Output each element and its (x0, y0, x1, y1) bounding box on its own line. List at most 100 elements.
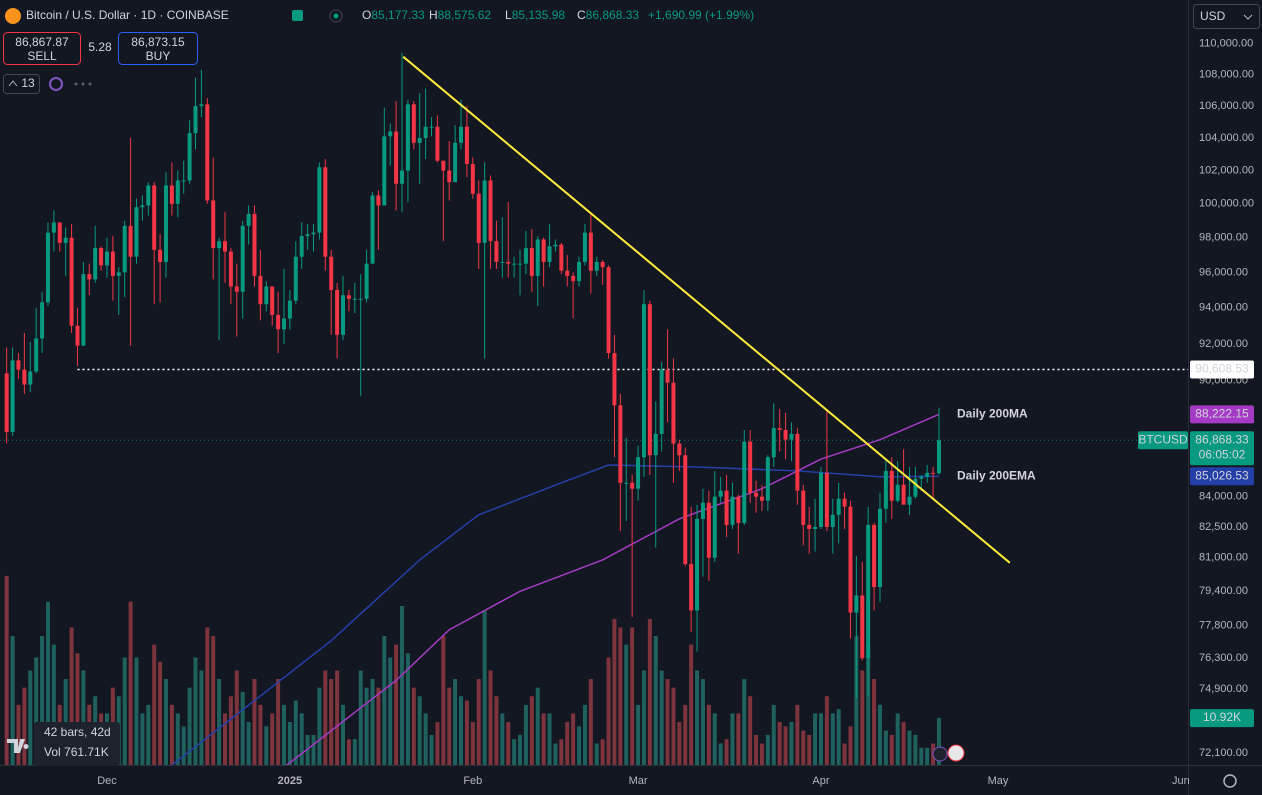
candle-body (801, 490, 806, 525)
ohlc-key: L (505, 8, 512, 22)
volume-bar (4, 575, 9, 765)
candle-body (128, 225, 133, 257)
volume-bar (205, 627, 210, 765)
y-tick-label: 94,000.00 (1199, 302, 1248, 314)
volume-bar (848, 726, 853, 765)
volume-bar (677, 722, 682, 765)
candle-body (441, 160, 446, 171)
volume-bar (28, 670, 33, 765)
volume-bar (700, 679, 705, 765)
sell-button[interactable] (3, 32, 81, 65)
candle-body (512, 263, 517, 265)
currency-box[interactable] (1193, 4, 1260, 29)
settings-icon[interactable] (1223, 774, 1237, 788)
candle-body (783, 430, 788, 440)
buy-button[interactable] (118, 32, 198, 65)
volume-bar (877, 704, 882, 765)
candle-body (600, 261, 605, 268)
volume-bar (577, 726, 582, 765)
volume-bar (919, 747, 924, 765)
candle-body (830, 514, 835, 527)
volume-bar (630, 627, 635, 765)
candle-body (818, 472, 823, 527)
volume-bar (765, 734, 770, 765)
trade-buttons: 86,867.87 SELL 5.28 86,873.15 BUY (3, 32, 198, 65)
volume-bar (270, 713, 275, 765)
candle-body (541, 239, 546, 262)
candle-body (222, 241, 227, 252)
candle-body (470, 163, 475, 194)
spread: 5.28 (88, 40, 112, 54)
candle-body (488, 180, 493, 242)
volume-bar (842, 743, 847, 765)
volume-bar (872, 679, 877, 765)
candle-body (577, 261, 582, 282)
candle-body (75, 325, 80, 346)
x-tick-label: Dec (97, 775, 117, 787)
measure-box: 42 bars, 42d Vol 761.71K (7, 722, 120, 766)
candle-body (93, 248, 98, 280)
indicator-count-box[interactable] (3, 74, 40, 94)
candle-body (630, 482, 635, 489)
flag-event-icon[interactable] (947, 744, 965, 762)
candle-body (45, 232, 50, 303)
candle-body (759, 496, 764, 501)
volume-bar (470, 722, 475, 765)
volume-bar (293, 700, 298, 765)
volume-bar (40, 636, 45, 765)
volume-bar (140, 713, 145, 765)
tradingview-logo (7, 739, 29, 753)
volume-bar (671, 687, 676, 765)
volume-bar (736, 713, 741, 765)
series-annotation: Daily 200MA (957, 406, 1028, 420)
buy-label: BUY (146, 49, 171, 63)
dot (74, 82, 78, 86)
candle-body (901, 484, 906, 505)
volume-bar (801, 730, 806, 765)
candle-body (807, 524, 812, 530)
candle-body (848, 506, 853, 613)
volume-bar (464, 700, 469, 765)
volume-bar (146, 704, 151, 765)
volume-bar (565, 722, 570, 765)
volume-bar (441, 636, 446, 765)
candle-body (382, 136, 387, 206)
candle-body (40, 302, 45, 339)
chevron (8, 80, 18, 87)
candle-body (169, 185, 174, 204)
volume-bar (352, 739, 357, 765)
volume-bar (400, 605, 405, 765)
volume-bar (311, 734, 316, 765)
volume-bar (754, 734, 759, 765)
candle-body (270, 286, 275, 315)
volume-bar (258, 704, 263, 765)
ohlc-key: H (429, 8, 438, 22)
volume-bar (193, 657, 198, 765)
candle-body (217, 241, 222, 249)
ohlc-key: C (577, 8, 586, 22)
dot (81, 82, 85, 86)
sell-price: 86,867.87 (15, 35, 69, 49)
candle-body (582, 232, 587, 262)
x-tick-label: May (988, 775, 1009, 787)
volume-label: 10.92K (1203, 710, 1241, 724)
ohlc-value: 88,575.62 (438, 8, 492, 22)
volume-bar (329, 679, 334, 765)
trendline (402, 55, 1011, 564)
volume-bar (559, 739, 564, 765)
price-tag-bg (1190, 431, 1254, 466)
volume-bar (618, 627, 623, 765)
symbol-title[interactable]: Bitcoin / U.S. Dollar · 1D · COINBASE (26, 8, 229, 22)
candle-body (565, 270, 570, 276)
y-tick-label: 76,300.00 (1199, 652, 1248, 664)
volume-bar (588, 679, 593, 765)
status-dot (333, 13, 339, 19)
flag-icon[interactable] (292, 10, 303, 21)
event-icon[interactable] (932, 746, 948, 762)
volume-bar (158, 661, 163, 765)
volume-bar (695, 670, 700, 765)
candle-body (405, 104, 410, 171)
y-tick-label: 82,500.00 (1199, 521, 1248, 533)
candle-body (140, 205, 145, 208)
